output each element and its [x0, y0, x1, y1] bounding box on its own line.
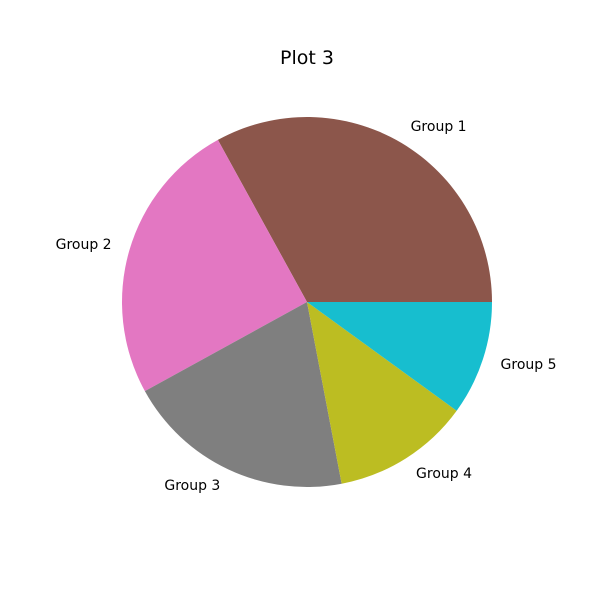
- slice-label-5: Group 5: [501, 357, 557, 373]
- chart-title: Plot 3: [280, 47, 334, 69]
- pie-slice-2: [121, 139, 307, 392]
- slice-label-4: Group 4: [416, 466, 472, 482]
- pie-slice-5: [307, 302, 492, 411]
- slice-label-2: Group 2: [56, 237, 112, 253]
- pie-labels: Group 1 Group 2 Group 3 Group 4 Group 5: [56, 119, 557, 494]
- pie-slices: [121, 117, 493, 487]
- slice-label-3: Group 3: [164, 478, 220, 494]
- slice-label-1: Group 1: [411, 119, 467, 135]
- pie-slice-4: [307, 302, 457, 484]
- pie-slice-1: [217, 117, 493, 302]
- pie-slice-3: [144, 302, 342, 487]
